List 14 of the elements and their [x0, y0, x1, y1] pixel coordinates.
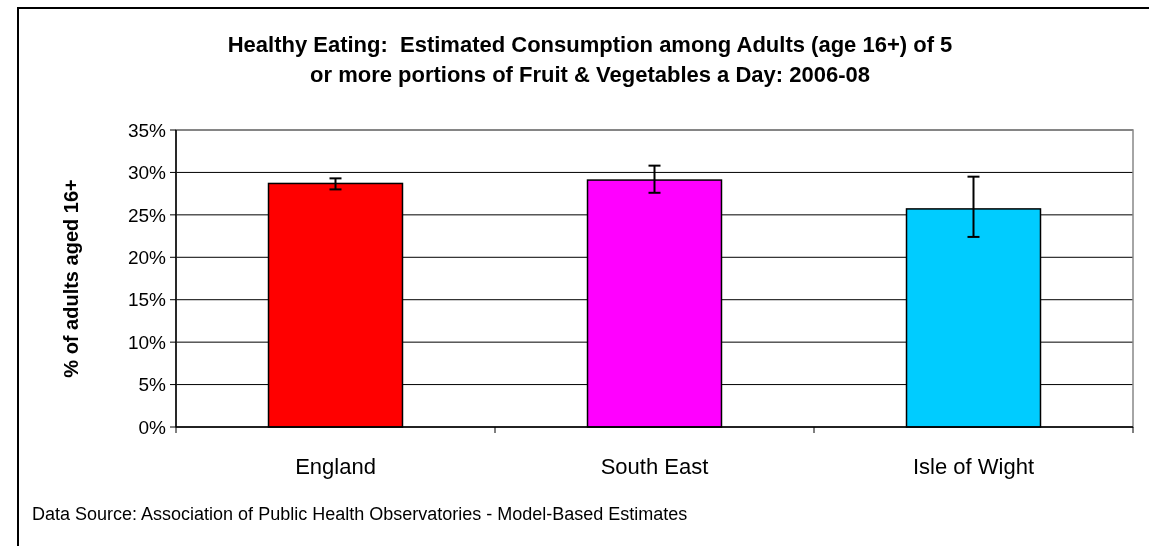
y-tick-label: 10% — [127, 331, 167, 353]
y-tick-label: 20% — [127, 246, 167, 268]
y-tick-label: 5% — [138, 374, 167, 396]
x-tick-label: England — [295, 454, 376, 479]
source-note: Data Source: Association of Public Health Observatories - Model-Based Estimates — [32, 504, 688, 524]
chart-title: Healthy Eating: Estimated Consumption among Adults (age 16+) of 5 or more portions of Fruit & Vegetables a Day: 2006-08 — [227, 32, 953, 87]
y-tick-label: 25% — [127, 204, 167, 226]
y-tick-label: 30% — [127, 162, 167, 184]
x-tick-label: South East — [600, 454, 709, 479]
y-axis-title: % of adults aged 16+ — [60, 179, 82, 378]
y-tick-label: 15% — [127, 289, 167, 311]
y-tick-label: 0% — [138, 416, 167, 438]
y-tick-label: 35% — [127, 119, 167, 141]
x-tick-label: Isle of Wight — [912, 454, 1035, 479]
